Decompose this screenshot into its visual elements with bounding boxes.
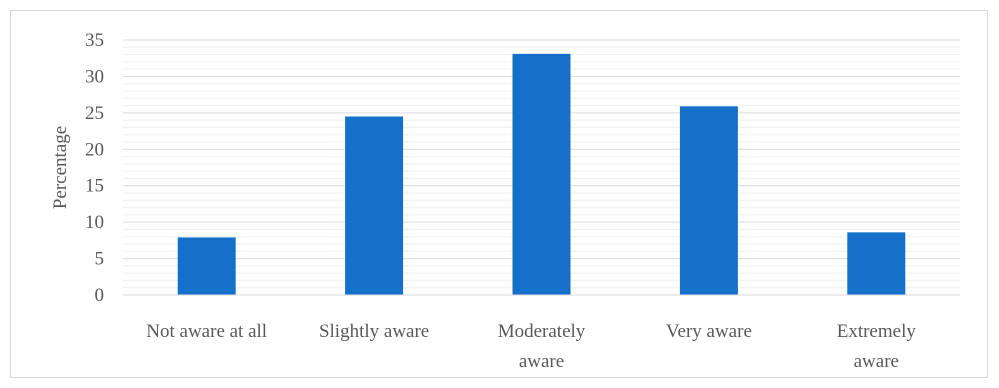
y-tick-label: 10: [85, 212, 104, 233]
x-tick-label-3: Moderately aware: [498, 321, 586, 372]
y-tick-label: 35: [85, 30, 104, 51]
x-tick-label-line: aware: [854, 351, 899, 372]
x-tick-label-line: Extremely: [837, 321, 917, 342]
bar-2: [345, 116, 404, 295]
x-tick-label-line: aware: [519, 351, 564, 372]
x-tick-label-line: Very aware: [666, 321, 752, 342]
x-tick-label-line: Not aware at all: [146, 321, 267, 342]
y-tick-label: 25: [85, 103, 104, 124]
x-tick-label-4: Very aware: [666, 321, 752, 342]
bar-1: [177, 237, 236, 295]
bar-3: [512, 53, 571, 295]
y-tick-label: 15: [85, 176, 104, 197]
y-tick-labels: 0 5 10 15 20 25 30 35: [85, 30, 104, 306]
x-tick-label-line: Slightly aware: [319, 321, 429, 342]
bar-5: [847, 232, 906, 295]
x-tick-label-5: Extremely aware: [837, 321, 917, 372]
y-tick-label: 5: [95, 249, 105, 270]
x-tick-label-line: Moderately: [498, 321, 586, 342]
x-tick-label-1: Not aware at all: [146, 321, 267, 342]
bar-4: [679, 106, 738, 295]
y-tick-label: 20: [85, 139, 104, 160]
x-tick-label-2: Slightly aware: [319, 321, 429, 342]
y-tick-label: 30: [85, 66, 104, 87]
x-tick-labels: Not aware at all Slightly aware Moderately…: [146, 321, 916, 372]
y-axis-title: Percentage: [50, 126, 71, 209]
y-tick-label: 0: [95, 285, 105, 306]
chart-frame: [10, 10, 988, 378]
bars: [177, 53, 906, 295]
